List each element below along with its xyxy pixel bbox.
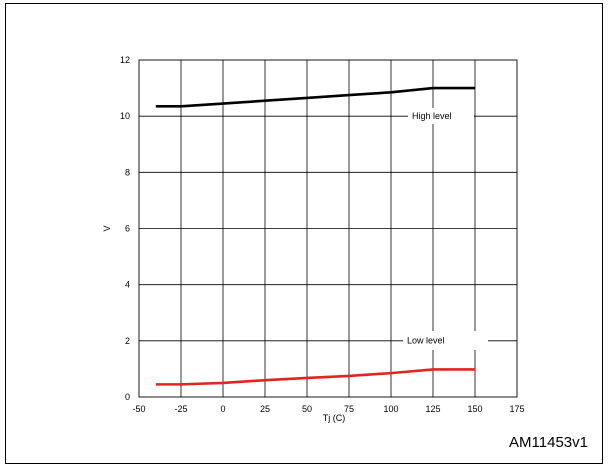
x-tick-label-3: 25 bbox=[260, 404, 270, 414]
line-chart: 0 2 4 6 8 10 12 -50 -25 0 25 50 75 100 125 150 175 V Tj… bbox=[102, 55, 525, 423]
x-tick-label-2: 0 bbox=[220, 404, 225, 414]
y-tick-label-5: 10 bbox=[120, 111, 130, 121]
annotation-layer: High level Low level bbox=[403, 108, 488, 350]
y-tick-label-6: 12 bbox=[120, 55, 130, 65]
y-tick-labels: 0 2 4 6 8 10 12 bbox=[120, 55, 130, 402]
figure-code: AM11453v1 bbox=[509, 434, 588, 451]
x-tick-label-1: -25 bbox=[174, 404, 187, 414]
x-tick-label-7: 125 bbox=[425, 404, 440, 414]
x-tick-label-5: 75 bbox=[344, 404, 354, 414]
series-layer bbox=[155, 86, 475, 386]
x-tick-label-9: 175 bbox=[509, 404, 524, 414]
series-line-1 bbox=[155, 368, 475, 386]
y-tick-label-3: 6 bbox=[125, 224, 130, 234]
series-line-0 bbox=[155, 86, 475, 108]
y-tick-label-0: 0 bbox=[125, 392, 130, 402]
figure-frame: 0 2 4 6 8 10 12 -50 -25 0 25 50 75 100 125 150 175 V Tj… bbox=[5, 3, 603, 464]
plot-area-border bbox=[138, 59, 518, 398]
x-tick-label-4: 50 bbox=[302, 404, 312, 414]
x-axis-label: Tj (C) bbox=[323, 413, 346, 423]
series-label-bg-0 bbox=[408, 108, 474, 124]
x-tick-label-0: -50 bbox=[132, 404, 145, 414]
series-label-bg-1 bbox=[403, 331, 488, 350]
y-axis-label: V bbox=[102, 225, 112, 231]
series-label-0: High level bbox=[412, 111, 452, 121]
y-tick-label-4: 8 bbox=[125, 167, 130, 177]
y-tick-label-1: 2 bbox=[125, 336, 130, 346]
x-tick-label-6: 100 bbox=[383, 404, 398, 414]
y-tick-label-2: 4 bbox=[125, 280, 130, 290]
series-label-1: Low level bbox=[407, 336, 445, 346]
x-tick-label-8: 150 bbox=[467, 404, 482, 414]
x-tick-labels: -50 -25 0 25 50 75 100 125 150 175 bbox=[132, 404, 524, 414]
